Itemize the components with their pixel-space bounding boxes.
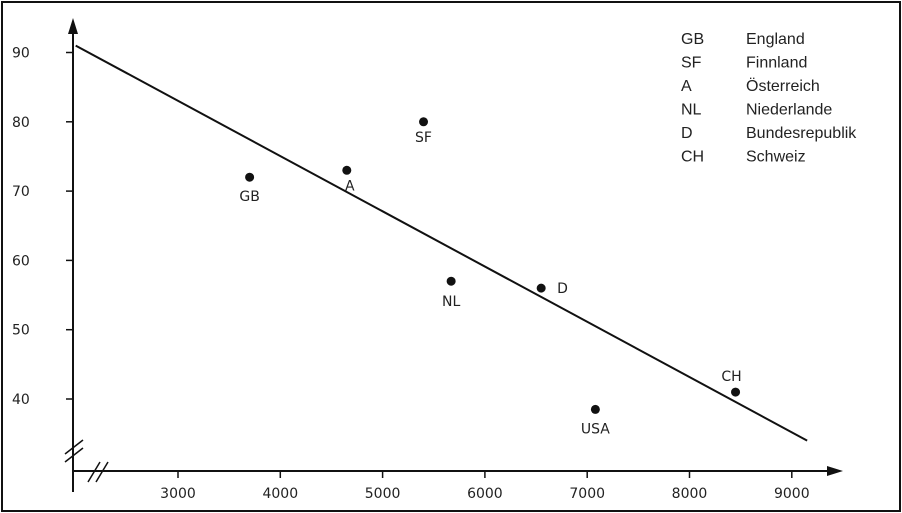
legend-code: GB (681, 31, 704, 48)
x-axis-break-mark (87, 461, 101, 483)
legend-name: Österreich (746, 77, 820, 95)
data-point-label: CH (721, 369, 741, 385)
trend-line-group (75, 44, 808, 442)
trend-line (75, 44, 808, 442)
data-point (731, 387, 741, 397)
legend-name: Schweiz (746, 149, 806, 166)
data-point-label: GB (239, 189, 259, 205)
y-tick-label: 50 (12, 323, 30, 339)
y-tick-group: 40 50 60 70 80 90 (12, 46, 73, 408)
y-tick-label: 80 (12, 115, 30, 131)
x-tick-label: 9000 (774, 486, 810, 502)
y-tick-label: 40 (12, 392, 30, 408)
y-axis-arrow (68, 18, 78, 34)
x-tick-label: 8000 (672, 486, 708, 502)
x-axis-break-mark (95, 461, 109, 483)
legend-code: SF (681, 55, 702, 72)
legend-code: CH (681, 149, 704, 166)
data-point-label: D (557, 281, 568, 297)
legend-code: D (681, 125, 693, 142)
legend-code: A (681, 78, 692, 95)
data-point (536, 283, 546, 293)
data-points-group: GB A SF NL D USA CH (239, 117, 742, 437)
data-point (245, 172, 255, 182)
data-point-label: A (345, 178, 355, 194)
legend-name: Niederlande (746, 102, 832, 119)
y-axis-break-mark (64, 439, 84, 455)
data-point-label: NL (442, 294, 460, 310)
x-tick-label: 4000 (262, 486, 298, 502)
data-point (590, 404, 600, 414)
legend: GB England SF Finnland A Österreich NL Niederla… (681, 31, 857, 166)
y-tick-label: 60 (12, 253, 30, 269)
legend-code: NL (681, 102, 702, 119)
x-tick-label: 7000 (569, 486, 605, 502)
data-point (446, 276, 456, 286)
y-tick-label: 90 (12, 46, 30, 62)
x-tick-label: 3000 (160, 486, 196, 502)
data-point-label: USA (581, 421, 610, 437)
data-point (419, 117, 429, 127)
y-axis-break-mark (64, 447, 84, 463)
legend-name: Bundesrepublik (746, 125, 857, 142)
data-point (342, 165, 352, 175)
legend-name: Finnland (746, 55, 807, 72)
y-tick-label: 70 (12, 184, 30, 200)
x-tick-label: 6000 (467, 486, 503, 502)
legend-name: England (746, 31, 805, 48)
data-point-label: SF (415, 130, 432, 146)
x-axis-arrow (827, 466, 843, 476)
x-tick-group: 3000 4000 5000 6000 7000 8000 9000 (160, 471, 810, 502)
x-tick-label: 5000 (365, 486, 401, 502)
